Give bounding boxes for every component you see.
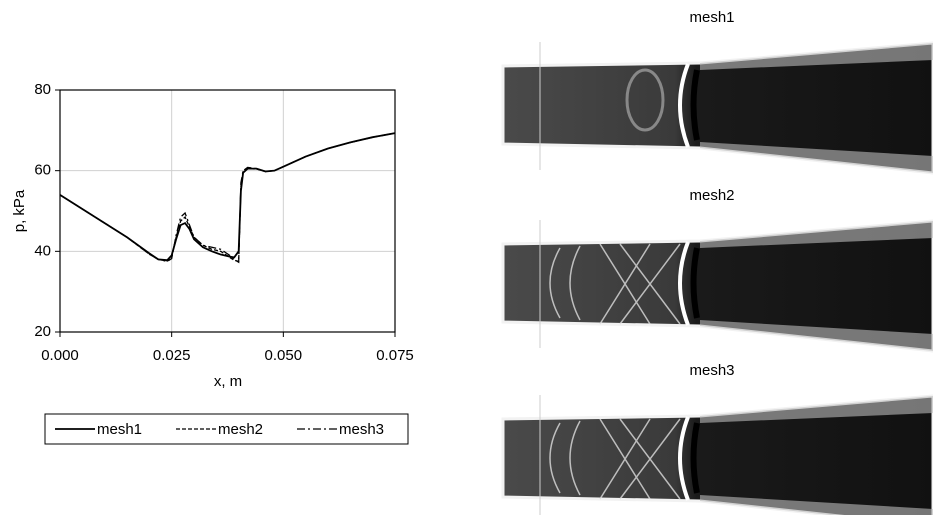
wave-pattern (549, 418, 681, 500)
shock-front (678, 241, 690, 326)
x-tick-label: 0.025 (153, 347, 191, 364)
y-axis-label: p, kPa (11, 189, 28, 232)
wall-glow (700, 396, 933, 515)
y-tick-label: 20 (34, 323, 51, 340)
shock-shadow (690, 422, 700, 494)
legend-label: mesh3 (339, 421, 384, 438)
panel-title: mesh1 (689, 9, 734, 26)
shock-shadow (690, 69, 700, 141)
panel-title: mesh3 (689, 362, 734, 379)
shock-front (678, 63, 690, 148)
series-line (59, 132, 396, 262)
x-tick-label: 0.050 (265, 347, 303, 364)
panel-title: mesh2 (689, 187, 734, 204)
series-line (59, 132, 396, 264)
y-tick-label: 80 (34, 81, 51, 98)
legend-label: mesh2 (218, 421, 263, 438)
legend-box (44, 413, 409, 445)
legend-label: mesh1 (97, 421, 142, 438)
x-tick-label: 0.075 (376, 347, 414, 364)
shock-shadow (690, 247, 700, 319)
y-tick-label: 60 (34, 162, 51, 179)
wall-glow (700, 221, 933, 351)
panel-image (501, 219, 933, 353)
shock-front (678, 416, 690, 501)
panel-image (501, 394, 933, 515)
x-tick-label: 0.000 (41, 347, 79, 364)
x-axis-label: x, m (214, 373, 242, 390)
wave-pattern (549, 243, 681, 325)
panel-image (501, 41, 933, 175)
wave-pattern (625, 68, 665, 132)
wall-glow (700, 43, 933, 173)
series-line (59, 132, 396, 263)
y-tick-label: 40 (34, 242, 51, 259)
plot-frame (59, 89, 396, 333)
